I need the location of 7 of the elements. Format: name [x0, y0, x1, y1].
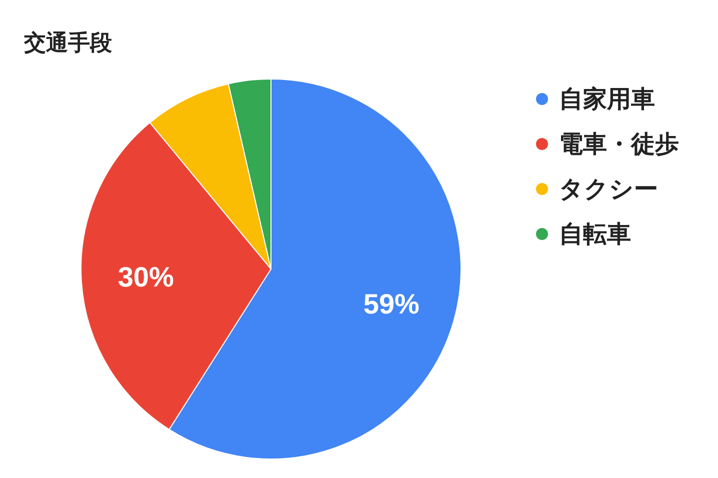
legend-label: 電車・徒歩: [559, 128, 679, 160]
legend-label: タクシー: [559, 174, 658, 204]
legend-label: 自転車: [559, 218, 631, 250]
chart-title: 交通手段: [24, 30, 112, 58]
legend-label: 自家用車: [559, 84, 655, 114]
data-label: 59%: [363, 288, 420, 320]
data-label: 30%: [118, 261, 174, 292]
